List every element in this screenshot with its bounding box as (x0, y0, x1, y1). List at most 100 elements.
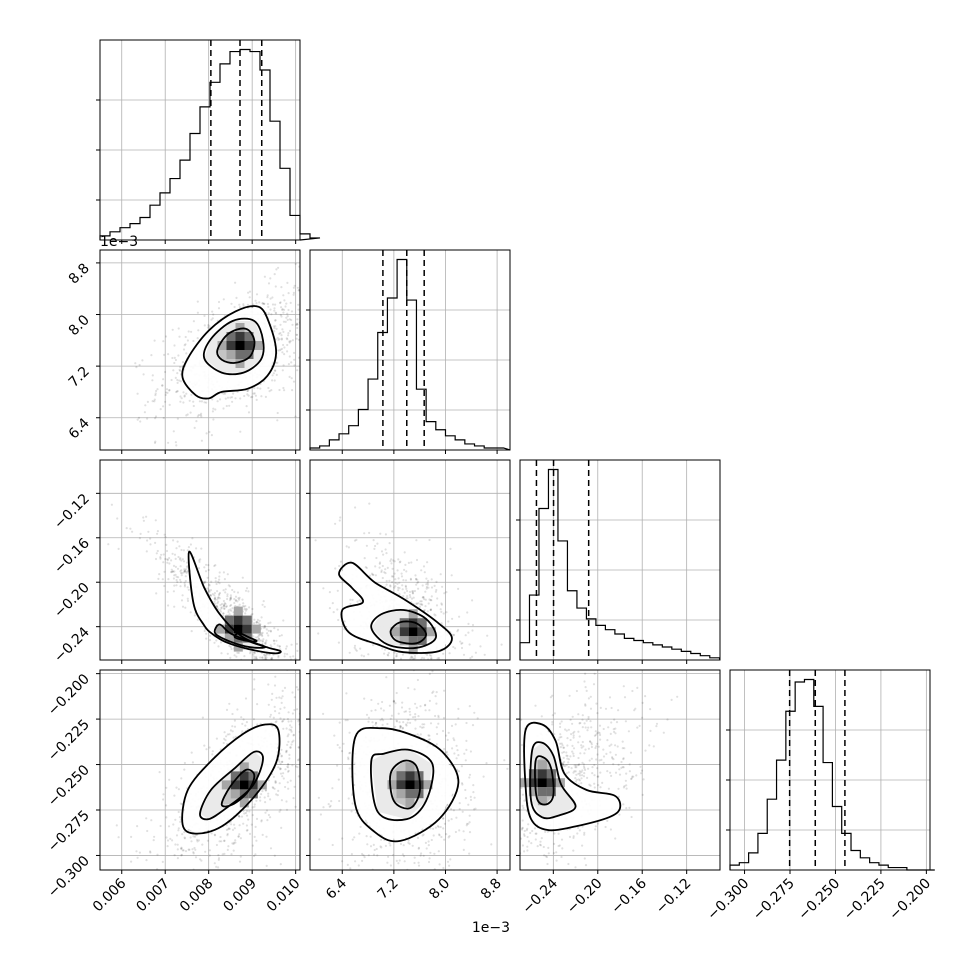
scatter-point (279, 313, 282, 317)
scatter-point (362, 854, 365, 857)
scatter-point (115, 824, 118, 827)
scatter-point (304, 676, 306, 678)
scatter-point (193, 846, 196, 850)
scatter-point (361, 307, 363, 309)
scatter-point (235, 655, 238, 658)
scatter-point (151, 374, 154, 377)
scatter-point (534, 838, 537, 841)
scatter-point (192, 400, 195, 403)
scatter-point (396, 582, 399, 586)
scatter-point (190, 751, 193, 754)
scatter-point (291, 667, 293, 669)
scatter-point (146, 417, 149, 420)
scatter-point (282, 619, 285, 622)
scatter-point (240, 663, 242, 665)
scatter-point (230, 302, 233, 305)
scatter-point (271, 656, 274, 660)
scatter-point (355, 649, 358, 652)
scatter-point (166, 558, 169, 562)
scatter-point (470, 690, 472, 692)
scatter-point (260, 632, 263, 635)
scatter-point (401, 853, 404, 856)
scatter-point (281, 308, 284, 311)
scatter-point (313, 301, 315, 303)
scatter-point (200, 400, 203, 403)
scatter-point (245, 721, 248, 724)
scatter-point (244, 811, 247, 815)
scatter-point (353, 783, 356, 787)
scatter-point (280, 677, 282, 679)
scatter-point (419, 603, 422, 606)
scatter-point (351, 598, 354, 602)
scatter-point (448, 667, 450, 669)
scatter-point (353, 646, 356, 649)
scatter-point (154, 541, 157, 545)
scatter-point (191, 848, 194, 851)
scatter-point (145, 817, 148, 820)
scatter-point (293, 684, 295, 686)
scatter-point (447, 723, 449, 725)
scatter-point (287, 334, 290, 337)
scatter-point (286, 338, 289, 341)
scatter-point (380, 569, 383, 572)
scatter-point (244, 609, 247, 612)
scatter-point (422, 854, 425, 857)
scatter-point (317, 315, 319, 317)
scatter-point (231, 725, 234, 728)
scatter-point (395, 691, 398, 695)
scatter-point (154, 394, 157, 397)
scatter-point (482, 702, 484, 704)
scatter-point (290, 708, 292, 710)
scatter-point (177, 555, 180, 559)
scatter-point (442, 707, 444, 709)
scatter-point (256, 636, 259, 639)
scatter-point (260, 820, 263, 823)
scatter-point (117, 547, 120, 551)
scatter-point (640, 772, 643, 775)
scatter-point (291, 683, 293, 685)
scatter-point (219, 641, 223, 644)
scatter-point (468, 705, 471, 708)
scatter-point (516, 835, 518, 837)
scatter-point (303, 663, 305, 665)
scatter-point (493, 800, 495, 802)
scatter-point (289, 678, 291, 680)
scatter-point (404, 579, 408, 582)
scatter-point (218, 597, 221, 600)
scatter-point (285, 750, 288, 753)
scatter-point (417, 846, 421, 849)
scatter-point (275, 696, 278, 699)
density-pixel (405, 762, 415, 772)
scatter-point (420, 569, 423, 572)
scatter-point (407, 841, 410, 844)
density-pixel (217, 341, 227, 350)
scatter-point (286, 717, 289, 721)
scatter-point (176, 540, 179, 543)
scatter-point (265, 653, 269, 656)
scatter-point (331, 686, 333, 688)
contour-line (338, 561, 453, 654)
scatter-point (428, 699, 431, 703)
scatter-point (410, 656, 413, 659)
scatter-point (180, 397, 183, 400)
pair-panel-1-3 (306, 669, 511, 874)
scatter-point (172, 564, 176, 568)
scatter-point (306, 690, 308, 692)
scatter-point (282, 777, 285, 780)
scatter-point (385, 583, 388, 586)
scatter-point (380, 664, 382, 666)
scatter-point (237, 651, 240, 655)
scatter-point (317, 796, 320, 799)
scatter-point (346, 863, 349, 867)
scatter-point (176, 843, 179, 846)
scatter-point (217, 307, 221, 310)
scatter-point (425, 847, 428, 850)
scatter-point (153, 871, 155, 873)
scatter-point (297, 662, 299, 664)
scatter-point (228, 702, 231, 705)
scatter-point (405, 678, 407, 680)
scatter-point (229, 645, 232, 649)
scatter-point (226, 733, 229, 736)
scatter-point (419, 678, 421, 680)
scatter-point (217, 580, 220, 584)
